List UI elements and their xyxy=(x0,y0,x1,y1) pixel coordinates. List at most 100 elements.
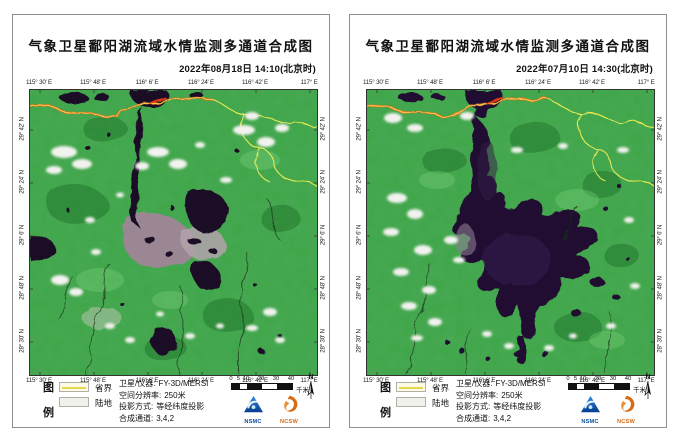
axis-tick-label: 116° 24' E xyxy=(525,79,551,86)
axis-tick-label: 29° 6' N xyxy=(355,224,363,246)
axis-tick-label: 40 xyxy=(287,376,295,382)
projection-label: 投影方式: xyxy=(119,402,154,411)
lon-axis-bottom: 115° 30' E 115° 48' E 116° 6' E 116° 24' E 1… xyxy=(363,377,655,385)
axis-tick-label: 117° E xyxy=(637,79,655,86)
land-swatch xyxy=(59,397,89,407)
bright-vegetation-patches xyxy=(419,171,625,349)
satellite-map-jul10 xyxy=(366,89,655,376)
scale-bar: 0 5 10 20 30 40 千米 xyxy=(566,376,648,396)
boundary-layer xyxy=(30,96,317,187)
axis-tick-label: 116° 6' E xyxy=(135,79,159,86)
axis-tick-label: 116° 24' E xyxy=(525,377,551,384)
axis-tick-label: 115° 48' E xyxy=(417,79,443,86)
north-label: N xyxy=(645,374,651,381)
ncsw-logo-icon xyxy=(620,395,634,412)
axis-tick-label: 0 xyxy=(229,376,233,382)
ncsw-logo: NCSW xyxy=(273,395,305,425)
projection-value: 等经纬度投影 xyxy=(156,402,205,411)
resolution-value: 250米 xyxy=(164,390,186,400)
scale-bar-unit: 千米 xyxy=(296,387,309,394)
axis-tick-label: 117° E xyxy=(300,79,318,86)
north-arrow-icon: N xyxy=(304,374,318,402)
river-highlight-red xyxy=(147,96,167,103)
axis-tick-label: 5 xyxy=(236,376,241,382)
nsmc-logo: NSMC xyxy=(574,395,606,425)
axis-tick-label: 115° 48' E xyxy=(80,377,106,384)
product-info: 卫星/仪器: FY-3D/MERSI 空间分辨率: 250米 投影方式: 等经纬度投影… xyxy=(456,378,545,424)
lat-axis-left: 29° 42' N 29° 24' N 29° 6' N 28° 48' N 28° 3… xyxy=(17,89,27,374)
legend-char-top: 图 xyxy=(380,382,391,394)
province-boundary-line xyxy=(548,98,654,127)
legend-char-bottom: 例 xyxy=(43,407,54,419)
scale-bar-unit: 千米 xyxy=(633,387,646,394)
satellite-map-image xyxy=(30,90,317,375)
page-title: 气象卫星鄱阳湖流域水情监测多通道合成图 xyxy=(365,39,651,54)
axis-tick-label: 117° E xyxy=(637,377,655,384)
resolution-label: 空间分辨率: xyxy=(119,390,162,400)
lat-axis-left: 29° 42' N 29° 24' N 29° 6' N 28° 48' N 28° 3… xyxy=(354,89,364,374)
axis-tick-label: 29° 24' N xyxy=(319,170,327,194)
province-boundary-swatch xyxy=(396,382,426,392)
nsmc-logo-icon xyxy=(580,395,600,413)
ncsw-logo-label: NCSW xyxy=(617,419,635,425)
axis-tick-label: 28° 30' N xyxy=(18,329,26,353)
river-highlight-red xyxy=(484,96,504,103)
satellite-map-aug18 xyxy=(29,89,318,376)
channels-value: 3,4,2 xyxy=(493,413,512,423)
province-boundary-label: 省界 xyxy=(95,383,113,393)
nsmc-logo-label: NSMC xyxy=(581,419,599,425)
axis-tick-label: 116° 42' E xyxy=(242,377,268,384)
land-label: 陆地 xyxy=(95,398,113,408)
cloud-layer xyxy=(46,112,289,343)
observation-timestamp: 2022年07月10日 14:30(北京时) xyxy=(516,64,653,75)
axis-tick-label: 20 xyxy=(594,376,602,382)
lon-axis-top: 115° 30' E 115° 48' E 116° 6' E 116° 24' E 1… xyxy=(26,79,318,87)
nsmc-logo-label: NSMC xyxy=(244,419,262,425)
lat-axis-right: 29° 42' N 29° 24' N 29° 6' N 28° 48' N 28° 3… xyxy=(318,89,328,374)
water-layer xyxy=(399,90,631,375)
axis-tick-label: 116° 6' E xyxy=(135,377,159,384)
axis-tick-label: 28° 48' N xyxy=(355,276,363,300)
north-arrow-icon: N xyxy=(641,374,655,402)
ncsw-logo-label: NCSW xyxy=(280,419,298,425)
axis-tick-label: 117° E xyxy=(300,377,318,384)
axis-tick-label: 30 xyxy=(272,376,280,382)
axis-tick-label: 116° 42' E xyxy=(579,377,605,384)
cloud-layer xyxy=(383,112,640,351)
axis-tick-label: 115° 30' E xyxy=(26,79,52,86)
river-lines xyxy=(59,199,281,375)
river-lines xyxy=(406,205,611,375)
projection-value: 等经纬度投影 xyxy=(493,402,542,411)
axis-tick-label: 29° 42' N xyxy=(18,117,26,141)
channels-value: 3,4,2 xyxy=(156,413,175,423)
scale-bar-ticks: 0 5 10 20 30 40 xyxy=(566,376,648,383)
axis-tick-label: 40 xyxy=(624,376,632,382)
axis-tick-label: 115° 30' E xyxy=(363,79,389,86)
water-layer xyxy=(30,90,282,375)
north-label: N xyxy=(308,374,314,381)
axis-tick-label: 28° 30' N xyxy=(656,329,664,353)
channels-label: 合成通道: xyxy=(119,413,154,423)
axis-tick-label: 28° 30' N xyxy=(319,329,327,353)
legend-char-bottom: 例 xyxy=(380,407,391,419)
satellite-value: FY-3D/MERSI xyxy=(158,379,209,388)
axis-tick-label: 115° 48' E xyxy=(417,377,443,384)
scale-bar: 0 5 10 20 30 40 千米 xyxy=(229,376,311,396)
axis-tick-label: 28° 30' N xyxy=(355,329,363,353)
province-boundary-label: 省界 xyxy=(432,383,450,393)
lon-axis-bottom: 115° 30' E 115° 48' E 116° 6' E 116° 24' E 1… xyxy=(26,377,318,385)
land-swatch xyxy=(396,397,426,407)
projection-label: 投影方式: xyxy=(456,402,491,411)
satellite-label: 卫星/仪器: xyxy=(119,379,156,388)
lat-axis-right: 29° 42' N 29° 24' N 29° 6' N 28° 48' N 28° 3… xyxy=(655,89,665,374)
panel-left: 气象卫星鄱阳湖流域水情监测多通道合成图 2022年08月18日 14:10(北京… xyxy=(12,14,330,428)
axis-tick-label: 10 xyxy=(242,376,250,382)
scale-bar-ticks: 0 5 10 20 30 40 xyxy=(229,376,311,383)
grid-ticks xyxy=(30,90,317,375)
axis-tick-label: 115° 30' E xyxy=(26,377,52,384)
resolution-value: 250米 xyxy=(501,390,523,400)
ncsw-logo-icon xyxy=(283,395,297,412)
axis-tick-label: 20 xyxy=(257,376,265,382)
satellite-map-image xyxy=(367,90,654,375)
